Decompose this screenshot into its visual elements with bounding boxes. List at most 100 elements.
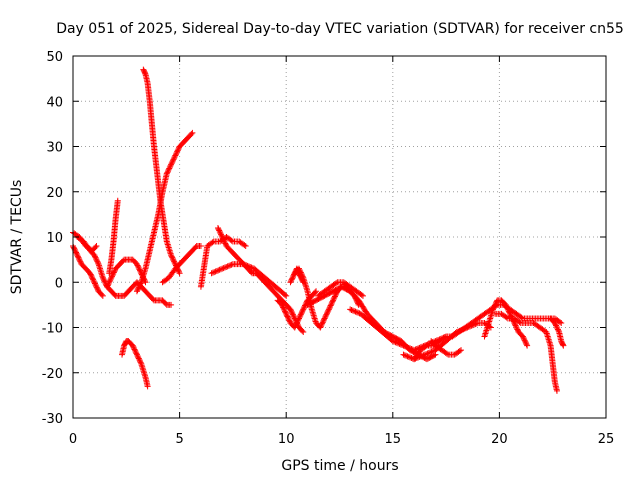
data-point bbox=[472, 321, 479, 328]
data-point bbox=[297, 312, 304, 319]
data-point bbox=[513, 323, 520, 330]
data-point bbox=[395, 340, 402, 347]
data-point bbox=[175, 267, 182, 274]
data-point bbox=[282, 309, 289, 316]
data-point bbox=[136, 356, 143, 363]
data-point bbox=[105, 279, 112, 286]
data-point bbox=[208, 270, 215, 277]
data-point bbox=[521, 336, 528, 343]
data-point bbox=[322, 312, 329, 319]
data-point bbox=[492, 301, 499, 308]
data-point bbox=[133, 288, 140, 295]
data-point bbox=[416, 353, 423, 360]
data-point bbox=[401, 343, 408, 350]
data-point bbox=[300, 329, 307, 336]
data-point bbox=[289, 274, 296, 281]
series-arc-10 bbox=[197, 234, 249, 290]
data-point bbox=[94, 259, 101, 266]
data-point bbox=[456, 327, 463, 334]
data-point bbox=[135, 285, 142, 292]
data-point bbox=[166, 165, 173, 172]
data-point bbox=[556, 319, 563, 326]
data-point bbox=[292, 321, 299, 328]
data-point bbox=[473, 320, 480, 327]
data-point bbox=[443, 350, 450, 357]
data-point bbox=[521, 337, 528, 344]
data-point bbox=[137, 267, 144, 274]
data-point bbox=[283, 292, 290, 299]
data-point bbox=[216, 227, 223, 234]
data-point bbox=[241, 261, 248, 268]
data-point bbox=[75, 254, 82, 261]
data-point bbox=[459, 326, 466, 333]
data-point bbox=[558, 319, 565, 326]
y-tick-label: 50 bbox=[46, 50, 63, 65]
data-point bbox=[105, 281, 112, 288]
data-point bbox=[288, 308, 295, 315]
data-point bbox=[320, 318, 327, 325]
data-point bbox=[326, 305, 333, 312]
chart-title: Day 051 of 2025, Sidereal Day-to-day VTE… bbox=[56, 21, 624, 37]
data-point bbox=[554, 326, 561, 333]
data-point bbox=[349, 307, 356, 314]
data-point bbox=[240, 261, 247, 268]
data-point bbox=[291, 314, 298, 321]
data-point bbox=[286, 317, 293, 324]
series-arc-21 bbox=[481, 297, 531, 349]
data-point bbox=[455, 328, 462, 335]
data-point bbox=[281, 307, 288, 314]
data-point bbox=[453, 329, 460, 336]
data-point bbox=[107, 276, 114, 283]
y-tick-label: -20 bbox=[42, 367, 63, 382]
data-point bbox=[73, 249, 80, 256]
data-point bbox=[171, 155, 178, 162]
data-point bbox=[287, 306, 294, 313]
data-point bbox=[325, 307, 332, 314]
data-point bbox=[285, 314, 292, 321]
data-point bbox=[324, 308, 331, 315]
data-point bbox=[463, 325, 470, 332]
data-point bbox=[411, 347, 418, 354]
data-point bbox=[327, 303, 334, 310]
data-point bbox=[213, 267, 220, 274]
data-point bbox=[136, 283, 143, 290]
data-point bbox=[404, 344, 411, 351]
data-point bbox=[169, 254, 176, 261]
data-point bbox=[503, 303, 510, 310]
data-point bbox=[132, 349, 139, 356]
data-point bbox=[164, 169, 171, 176]
data-point bbox=[322, 314, 329, 321]
data-point bbox=[90, 277, 97, 284]
data-point bbox=[133, 350, 140, 357]
data-point bbox=[491, 302, 498, 309]
data-point bbox=[288, 276, 295, 283]
data-point bbox=[320, 316, 327, 323]
data-point bbox=[456, 348, 463, 355]
data-point bbox=[513, 325, 520, 332]
data-point bbox=[290, 312, 297, 319]
data-point bbox=[171, 259, 178, 266]
data-point bbox=[168, 301, 175, 308]
data-point bbox=[420, 352, 427, 359]
data-point bbox=[293, 320, 300, 327]
data-point bbox=[241, 242, 248, 249]
data-point bbox=[553, 387, 560, 394]
data-point bbox=[248, 264, 255, 271]
data-point bbox=[100, 276, 107, 283]
data-point bbox=[245, 263, 252, 270]
data-point bbox=[507, 310, 514, 317]
data-point bbox=[243, 262, 250, 269]
data-point bbox=[522, 338, 529, 345]
data-point bbox=[133, 351, 140, 358]
data-point bbox=[457, 327, 464, 334]
data-point bbox=[135, 354, 142, 361]
data-point bbox=[94, 258, 101, 265]
data-point bbox=[514, 326, 521, 333]
data-point bbox=[327, 302, 334, 309]
data-point bbox=[392, 339, 399, 346]
data-point bbox=[511, 321, 518, 328]
data-point bbox=[133, 261, 140, 268]
data-point bbox=[91, 280, 98, 287]
data-point bbox=[289, 310, 296, 317]
